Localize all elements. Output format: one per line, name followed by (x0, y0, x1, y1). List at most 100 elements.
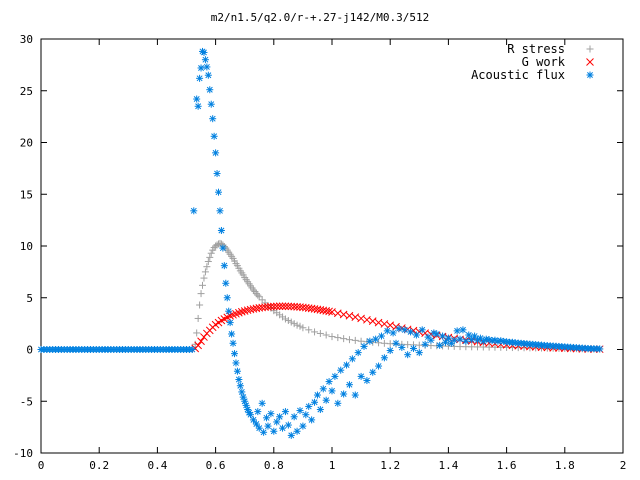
data-point (311, 398, 319, 406)
data-point (269, 302, 278, 311)
data-point (334, 334, 342, 342)
data-point (386, 321, 395, 330)
legend-marker (586, 71, 594, 79)
data-point (398, 343, 406, 351)
y-tick-label: 30 (20, 33, 33, 46)
data-point (409, 344, 417, 352)
data-point (328, 333, 336, 341)
data-point (206, 253, 214, 261)
data-point (296, 407, 304, 415)
data-point (395, 325, 403, 333)
data-point (351, 336, 359, 344)
y-tick-label: 0 (26, 344, 33, 357)
data-point (340, 390, 348, 398)
data-point (237, 307, 246, 316)
data-point (219, 244, 227, 252)
data-point (193, 329, 201, 337)
data-point (308, 416, 316, 424)
data-point (194, 314, 202, 322)
data-point (200, 274, 208, 282)
data-point (334, 399, 342, 407)
data-point (243, 306, 252, 315)
x-tick-label: 0.6 (206, 459, 226, 472)
x-tick-label: 1.8 (555, 459, 575, 472)
data-point (212, 149, 220, 157)
data-point (339, 310, 348, 319)
data-point (360, 342, 368, 350)
y-tick-label: 20 (20, 137, 33, 150)
data-point (439, 332, 447, 340)
data-point (233, 367, 241, 375)
y-tick-label: 10 (20, 240, 33, 253)
data-point (223, 294, 231, 302)
data-point (325, 378, 333, 386)
data-point (238, 388, 246, 396)
data-point (287, 318, 295, 326)
data-point (220, 262, 228, 270)
data-point (302, 411, 310, 419)
data-point (273, 418, 281, 426)
data-point (418, 326, 426, 334)
data-point (436, 341, 444, 349)
data-point (333, 309, 342, 318)
x-tick-label: 1.4 (438, 459, 458, 472)
data-point (199, 281, 207, 289)
data-point (421, 340, 429, 348)
data-point (258, 399, 266, 407)
data-point (197, 290, 205, 298)
data-point (249, 286, 257, 294)
data-point (363, 315, 371, 324)
data-point (343, 361, 351, 369)
data-point (293, 427, 301, 435)
data-point (377, 332, 385, 340)
data-point (252, 420, 260, 428)
data-point (200, 48, 208, 56)
data-point (287, 302, 296, 311)
data-point (380, 354, 388, 362)
data-point (340, 335, 348, 343)
chart-title: m2/n1.5/q2.0/r-+.27-j142/M0.3/512 (211, 11, 430, 24)
data-point (225, 307, 233, 315)
data-point (235, 376, 243, 384)
data-point (311, 328, 319, 336)
data-point (200, 333, 208, 341)
x-tick-label: 0.2 (89, 459, 109, 472)
data-point (267, 410, 275, 418)
data-point (459, 326, 467, 334)
x-tick-label: 0.4 (147, 459, 167, 472)
data-point (249, 416, 257, 424)
data-point (345, 311, 354, 320)
data-point (328, 308, 336, 316)
data-point (275, 302, 284, 311)
legend-label: R stress (507, 42, 565, 56)
data-point (441, 338, 449, 346)
data-point (222, 279, 230, 287)
data-point (229, 310, 237, 319)
data-point (260, 428, 268, 436)
data-point (235, 308, 243, 317)
data-point (319, 385, 327, 393)
data-point (284, 302, 293, 311)
x-tick-label: 2 (620, 459, 627, 472)
data-point (194, 341, 202, 350)
data-point (240, 307, 249, 315)
x-tick-label: 0 (38, 459, 45, 472)
data-point (299, 422, 307, 430)
data-point (247, 411, 255, 419)
x-tick-label: 0.8 (264, 459, 284, 472)
data-point (254, 408, 262, 416)
data-point (468, 336, 476, 344)
data-point (226, 319, 234, 327)
y-axis: -10 -5 0 5 10 15 20 25 30 (13, 33, 623, 460)
series-acoustic-flux (37, 47, 604, 439)
data-point (252, 290, 260, 298)
data-point (204, 71, 212, 79)
data-point (366, 337, 374, 345)
data-point (456, 335, 464, 343)
data-point (345, 381, 353, 389)
data-point (203, 63, 211, 71)
data-point (267, 302, 275, 311)
data-point (204, 258, 212, 266)
data-point (407, 328, 415, 336)
